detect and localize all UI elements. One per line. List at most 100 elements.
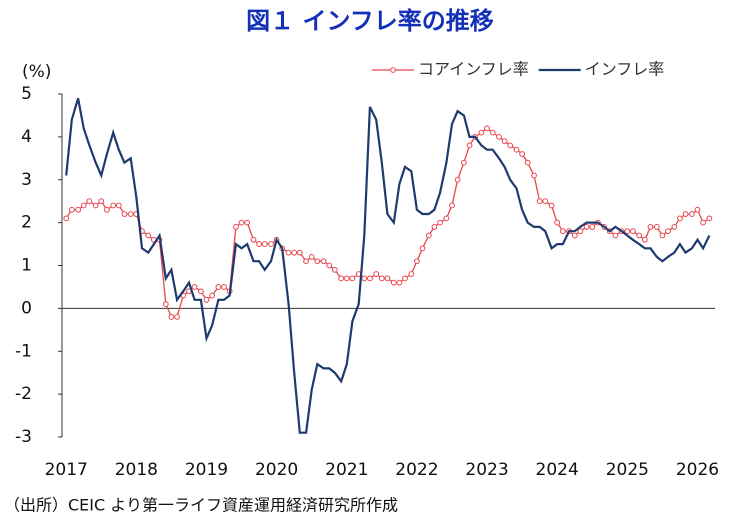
data-point — [303, 258, 309, 265]
data-point — [647, 224, 654, 230]
data-point — [338, 275, 345, 282]
data-point — [671, 224, 678, 230]
data-point — [484, 125, 490, 132]
y-axis-unit: (%) — [22, 62, 51, 82]
y-tick-label: 2 — [21, 213, 32, 233]
series-line — [65, 127, 710, 318]
data-point — [396, 279, 403, 286]
data-point — [443, 215, 450, 222]
x-tick-label: 2018 — [115, 460, 158, 480]
data-point — [326, 262, 333, 269]
x-tick-label: 2020 — [255, 460, 298, 480]
data-point — [519, 151, 526, 157]
data-point — [624, 228, 631, 235]
y-tick-label: -2 — [15, 384, 32, 404]
data-point — [524, 159, 531, 166]
data-point — [291, 249, 298, 256]
data-point — [513, 146, 520, 153]
data-point — [577, 228, 584, 235]
data-point — [449, 202, 455, 209]
data-point — [425, 232, 432, 239]
data-point — [478, 129, 485, 136]
data-point — [542, 198, 549, 205]
data-point — [250, 236, 257, 243]
data-point — [296, 249, 303, 256]
data-point — [373, 271, 380, 277]
data-point — [215, 284, 222, 290]
data-point — [694, 206, 701, 213]
x-tick-label: 2019 — [185, 460, 228, 480]
data-point — [209, 292, 215, 299]
data-point — [489, 129, 496, 136]
data-point — [349, 275, 356, 282]
data-point — [665, 228, 671, 235]
data-point — [127, 211, 134, 217]
x-tick-label: 2017 — [45, 460, 88, 480]
data-point — [285, 249, 292, 256]
chart-title: 図１ インフレ率の推移 — [246, 7, 494, 35]
data-point — [343, 275, 350, 282]
data-point — [419, 245, 426, 252]
data-point — [501, 138, 508, 145]
data-point — [63, 215, 70, 222]
data-point — [261, 241, 268, 247]
data-point — [583, 224, 590, 230]
data-point — [203, 296, 210, 303]
data-point — [507, 142, 514, 149]
data-point — [103, 206, 110, 213]
data-point — [571, 232, 578, 239]
y-tick-label: 3 — [21, 170, 32, 190]
data-point — [682, 211, 689, 217]
legend-label: インフレ率 — [585, 60, 665, 79]
y-tick-label: 1 — [21, 256, 32, 276]
data-point — [437, 219, 443, 226]
data-point — [92, 202, 99, 209]
data-point — [390, 279, 397, 286]
data-point — [408, 271, 415, 277]
x-tick-label: 2021 — [325, 460, 368, 480]
data-point — [233, 224, 239, 230]
data-point — [548, 202, 555, 209]
x-tick-label: 2025 — [606, 460, 649, 480]
x-tick-label: 2026 — [676, 460, 719, 480]
data-point — [677, 215, 683, 222]
data-point — [308, 254, 315, 260]
data-point — [110, 202, 117, 209]
data-point — [174, 314, 180, 320]
data-point — [191, 284, 198, 290]
data-point — [461, 159, 467, 166]
data-point — [378, 275, 385, 282]
data-point — [320, 258, 327, 265]
data-point — [68, 206, 75, 213]
data-point — [384, 275, 391, 282]
y-tick-label: 0 — [21, 298, 32, 318]
data-point — [496, 133, 502, 140]
data-point — [402, 275, 408, 282]
data-point — [559, 228, 566, 235]
data-point — [612, 232, 619, 239]
x-tick-label: 2024 — [536, 460, 579, 480]
data-point — [314, 258, 321, 265]
x-tick-label: 2022 — [395, 460, 438, 480]
data-point — [641, 236, 648, 243]
data-point — [361, 275, 368, 282]
data-point — [331, 266, 338, 273]
data-point — [197, 288, 204, 295]
data-point — [162, 301, 169, 307]
data-point — [221, 284, 227, 290]
legend-marker — [390, 67, 396, 73]
x-tick-label: 2023 — [465, 460, 508, 480]
data-point — [454, 176, 461, 183]
data-point — [121, 211, 128, 217]
data-point — [414, 258, 420, 265]
y-tick-label: 5 — [21, 84, 32, 104]
data-point — [367, 275, 373, 282]
data-point — [659, 232, 666, 239]
y-tick-label: -3 — [15, 427, 32, 447]
data-point — [700, 219, 706, 226]
data-point — [688, 211, 695, 217]
data-point — [86, 198, 93, 205]
data-point — [554, 219, 561, 226]
data-point — [706, 215, 713, 222]
